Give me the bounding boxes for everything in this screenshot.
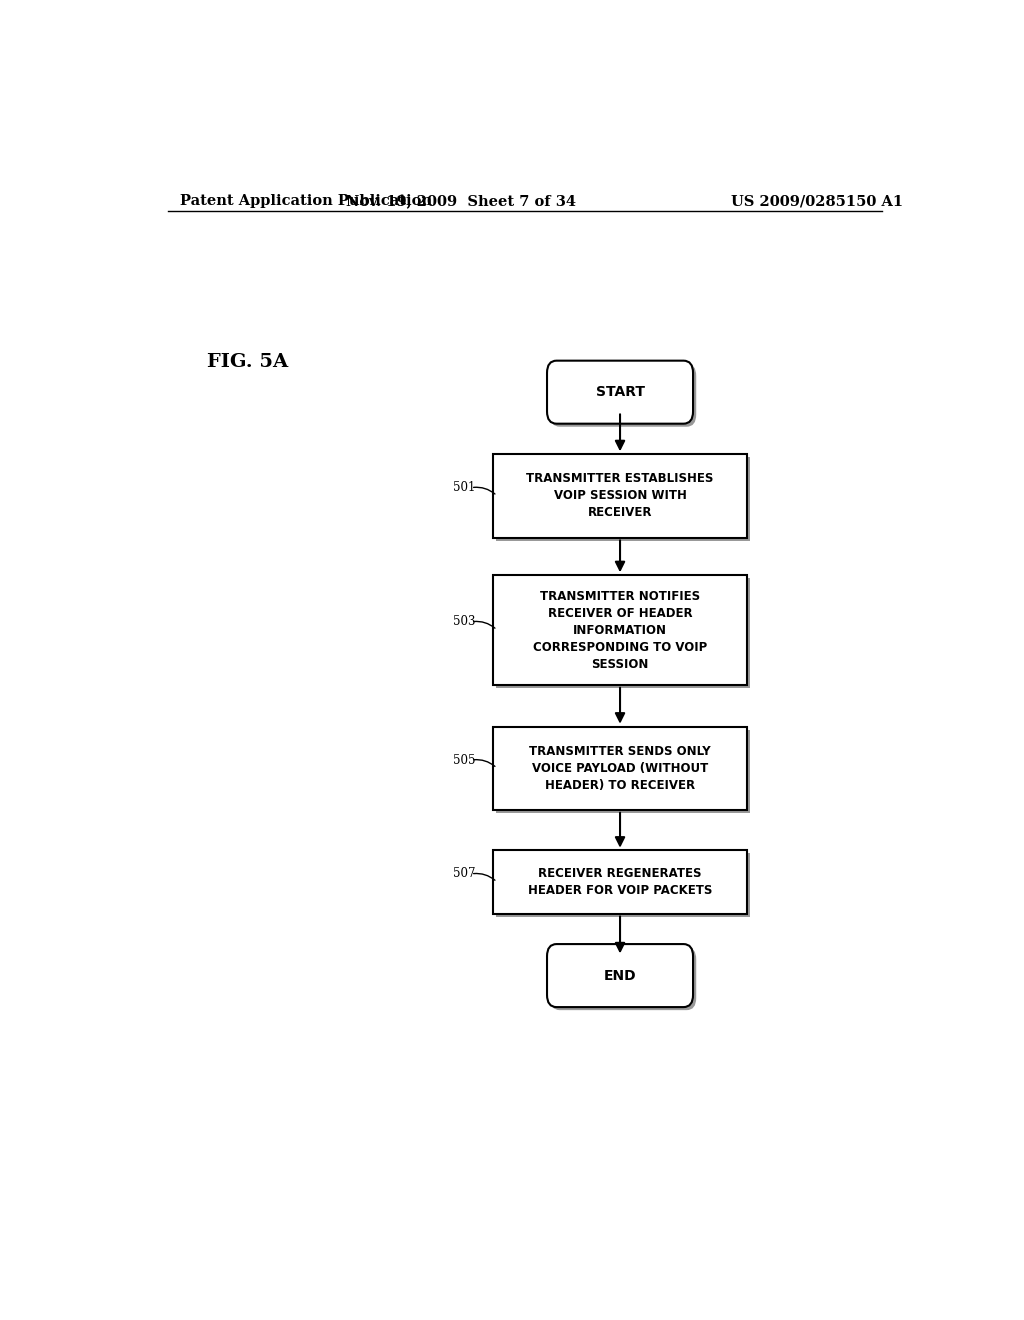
FancyBboxPatch shape xyxy=(550,948,696,1010)
FancyBboxPatch shape xyxy=(547,944,693,1007)
FancyBboxPatch shape xyxy=(494,850,748,913)
Text: Patent Application Publication: Patent Application Publication xyxy=(179,194,431,209)
Text: US 2009/0285150 A1: US 2009/0285150 A1 xyxy=(731,194,903,209)
Text: Nov. 19, 2009  Sheet 7 of 34: Nov. 19, 2009 Sheet 7 of 34 xyxy=(346,194,577,209)
Text: 507: 507 xyxy=(454,867,476,880)
Text: TRANSMITTER SENDS ONLY
VOICE PAYLOAD (WITHOUT
HEADER) TO RECEIVER: TRANSMITTER SENDS ONLY VOICE PAYLOAD (WI… xyxy=(529,744,711,792)
FancyBboxPatch shape xyxy=(547,360,693,424)
FancyBboxPatch shape xyxy=(494,726,748,810)
Text: 501: 501 xyxy=(454,482,476,494)
Text: RECEIVER REGENERATES
HEADER FOR VOIP PACKETS: RECEIVER REGENERATES HEADER FOR VOIP PAC… xyxy=(527,867,713,898)
FancyBboxPatch shape xyxy=(497,853,751,917)
FancyBboxPatch shape xyxy=(497,457,751,541)
FancyBboxPatch shape xyxy=(497,730,751,813)
Text: 503: 503 xyxy=(454,615,476,628)
FancyBboxPatch shape xyxy=(494,576,748,685)
Text: END: END xyxy=(604,969,636,982)
Text: TRANSMITTER NOTIFIES
RECEIVER OF HEADER
INFORMATION
CORRESPONDING TO VOIP
SESSIO: TRANSMITTER NOTIFIES RECEIVER OF HEADER … xyxy=(532,590,708,671)
FancyBboxPatch shape xyxy=(550,364,696,426)
FancyBboxPatch shape xyxy=(494,454,748,537)
Text: START: START xyxy=(596,385,644,399)
Text: FIG. 5A: FIG. 5A xyxy=(207,352,289,371)
FancyBboxPatch shape xyxy=(497,578,751,688)
Text: 505: 505 xyxy=(454,754,476,767)
Text: TRANSMITTER ESTABLISHES
VOIP SESSION WITH
RECEIVER: TRANSMITTER ESTABLISHES VOIP SESSION WIT… xyxy=(526,473,714,519)
